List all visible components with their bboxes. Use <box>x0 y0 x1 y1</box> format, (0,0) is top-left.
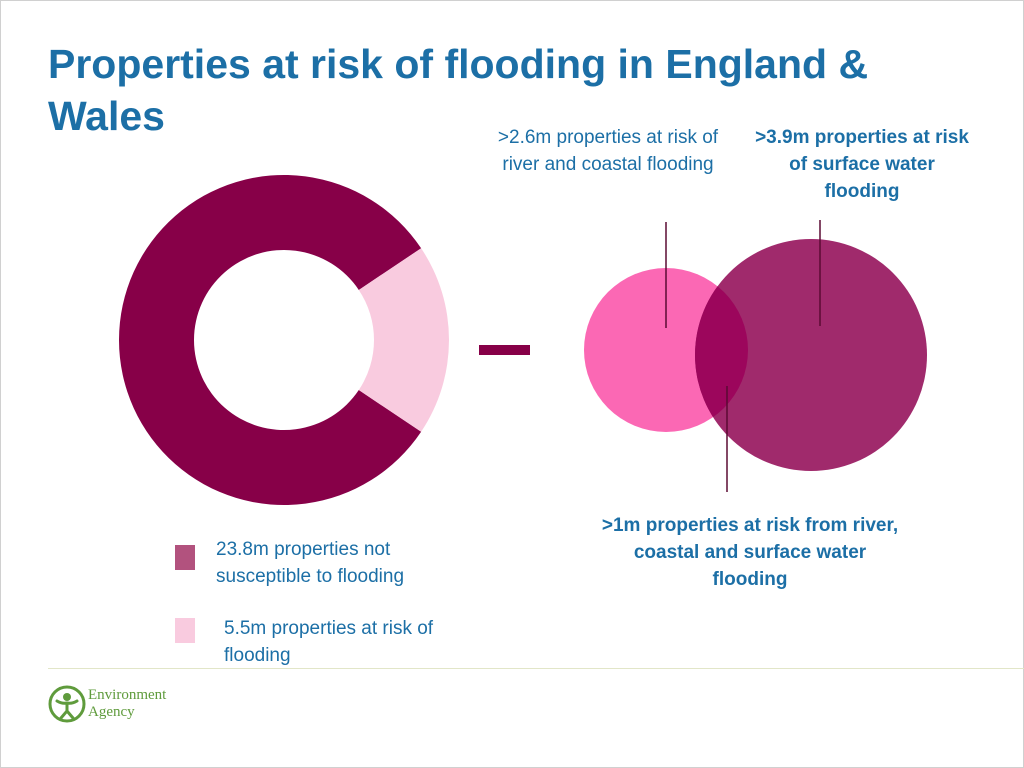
footer-divider <box>48 668 1024 669</box>
legend-swatch-not-susceptible <box>175 545 195 570</box>
donut-slice-at-risk <box>358 248 449 432</box>
venn-label-river: >2.6m properties at risk of river and co… <box>497 127 719 175</box>
logo-line-1: Environment <box>88 687 167 703</box>
venn-circle-surface-water <box>695 239 927 471</box>
venn-label-intersection: >1m properties at risk from river, coast… <box>601 515 899 590</box>
environment-agency-logo-icon <box>48 685 86 723</box>
environment-agency-logo: Environment Agency <box>48 684 188 724</box>
legend-swatch-at-risk <box>175 618 195 643</box>
legend-text-at-risk: 5.5m properties at risk of flooding <box>224 618 434 666</box>
donut-slice-not-susceptible <box>118 175 422 505</box>
page-title: Properties at risk of flooding in Englan… <box>48 41 869 139</box>
minus-operator <box>479 345 530 355</box>
legend-text-not-susceptible: 23.8m properties not susceptible to floo… <box>216 539 405 587</box>
leader-lines <box>665 220 821 492</box>
logo-line-2: Agency <box>88 704 135 720</box>
venn-label-surface: >3.9m properties at risk of surface wate… <box>755 127 969 202</box>
donut-chart <box>118 175 449 505</box>
venn-diagram <box>584 239 927 471</box>
